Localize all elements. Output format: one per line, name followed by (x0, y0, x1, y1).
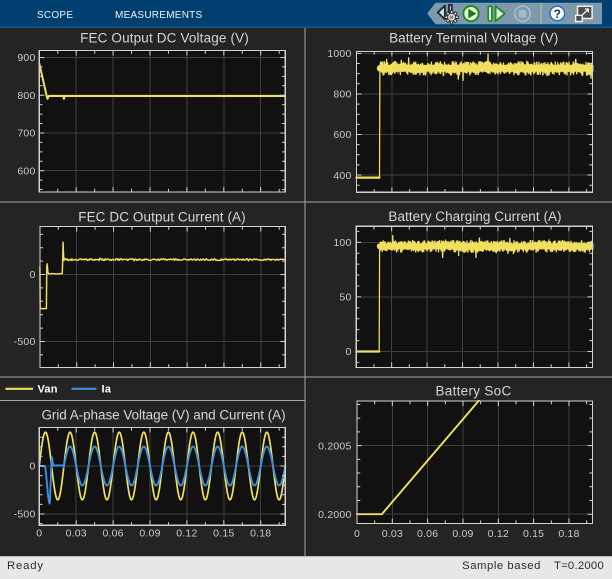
svg-text:0.12: 0.12 (176, 528, 197, 540)
svg-text:600: 600 (333, 129, 351, 141)
svg-text:0.06: 0.06 (102, 528, 123, 540)
svg-text:400: 400 (333, 170, 351, 182)
svg-text:0.03: 0.03 (382, 528, 403, 540)
svg-text:0: 0 (29, 269, 35, 281)
svg-text:FEC DC Output Current (A): FEC DC Output Current (A) (78, 210, 246, 225)
svg-text:0: 0 (36, 528, 42, 540)
svg-text:800: 800 (333, 89, 351, 101)
svg-text:Battery SoC: Battery SoC (435, 384, 511, 399)
svg-text:800: 800 (17, 90, 35, 102)
svg-text:-500: -500 (14, 509, 36, 521)
svg-text:Battery Terminal Voltage (V): Battery Terminal Voltage (V) (389, 30, 558, 45)
svg-text:0.15: 0.15 (213, 528, 234, 540)
svg-text:0.06: 0.06 (417, 528, 438, 540)
svg-text:0.18: 0.18 (250, 528, 271, 540)
svg-text:?: ? (554, 7, 561, 21)
svg-text:Van: Van (38, 384, 58, 396)
svg-text:0.18: 0.18 (558, 528, 579, 540)
svg-text:-500: -500 (14, 336, 36, 348)
svg-text:Battery Charging Current (A): Battery Charging Current (A) (388, 209, 561, 224)
svg-text:0: 0 (29, 461, 35, 473)
svg-text:100: 100 (333, 237, 351, 249)
svg-text:600: 600 (17, 165, 35, 177)
svg-text:0.15: 0.15 (523, 528, 544, 540)
svg-text:Grid A-phase Voltage (V) and C: Grid A-phase Voltage (V) and Current (A) (41, 408, 285, 423)
svg-text:FEC Output DC Voltage (V): FEC Output DC Voltage (V) (80, 30, 249, 45)
svg-text:0.03: 0.03 (66, 528, 87, 540)
svg-text:900: 900 (17, 52, 35, 64)
svg-text:700: 700 (17, 128, 35, 140)
svg-text:Ia: Ia (102, 384, 112, 396)
svg-text:0.2005: 0.2005 (318, 440, 351, 452)
svg-text:0.09: 0.09 (452, 528, 473, 540)
svg-text:0: 0 (345, 346, 351, 358)
svg-text:0: 0 (354, 528, 360, 540)
svg-text:1000: 1000 (327, 48, 351, 60)
svg-text:0.09: 0.09 (139, 528, 160, 540)
svg-text:0.2000: 0.2000 (318, 509, 351, 521)
svg-text:0.12: 0.12 (488, 528, 509, 540)
svg-text:50: 50 (339, 292, 351, 304)
